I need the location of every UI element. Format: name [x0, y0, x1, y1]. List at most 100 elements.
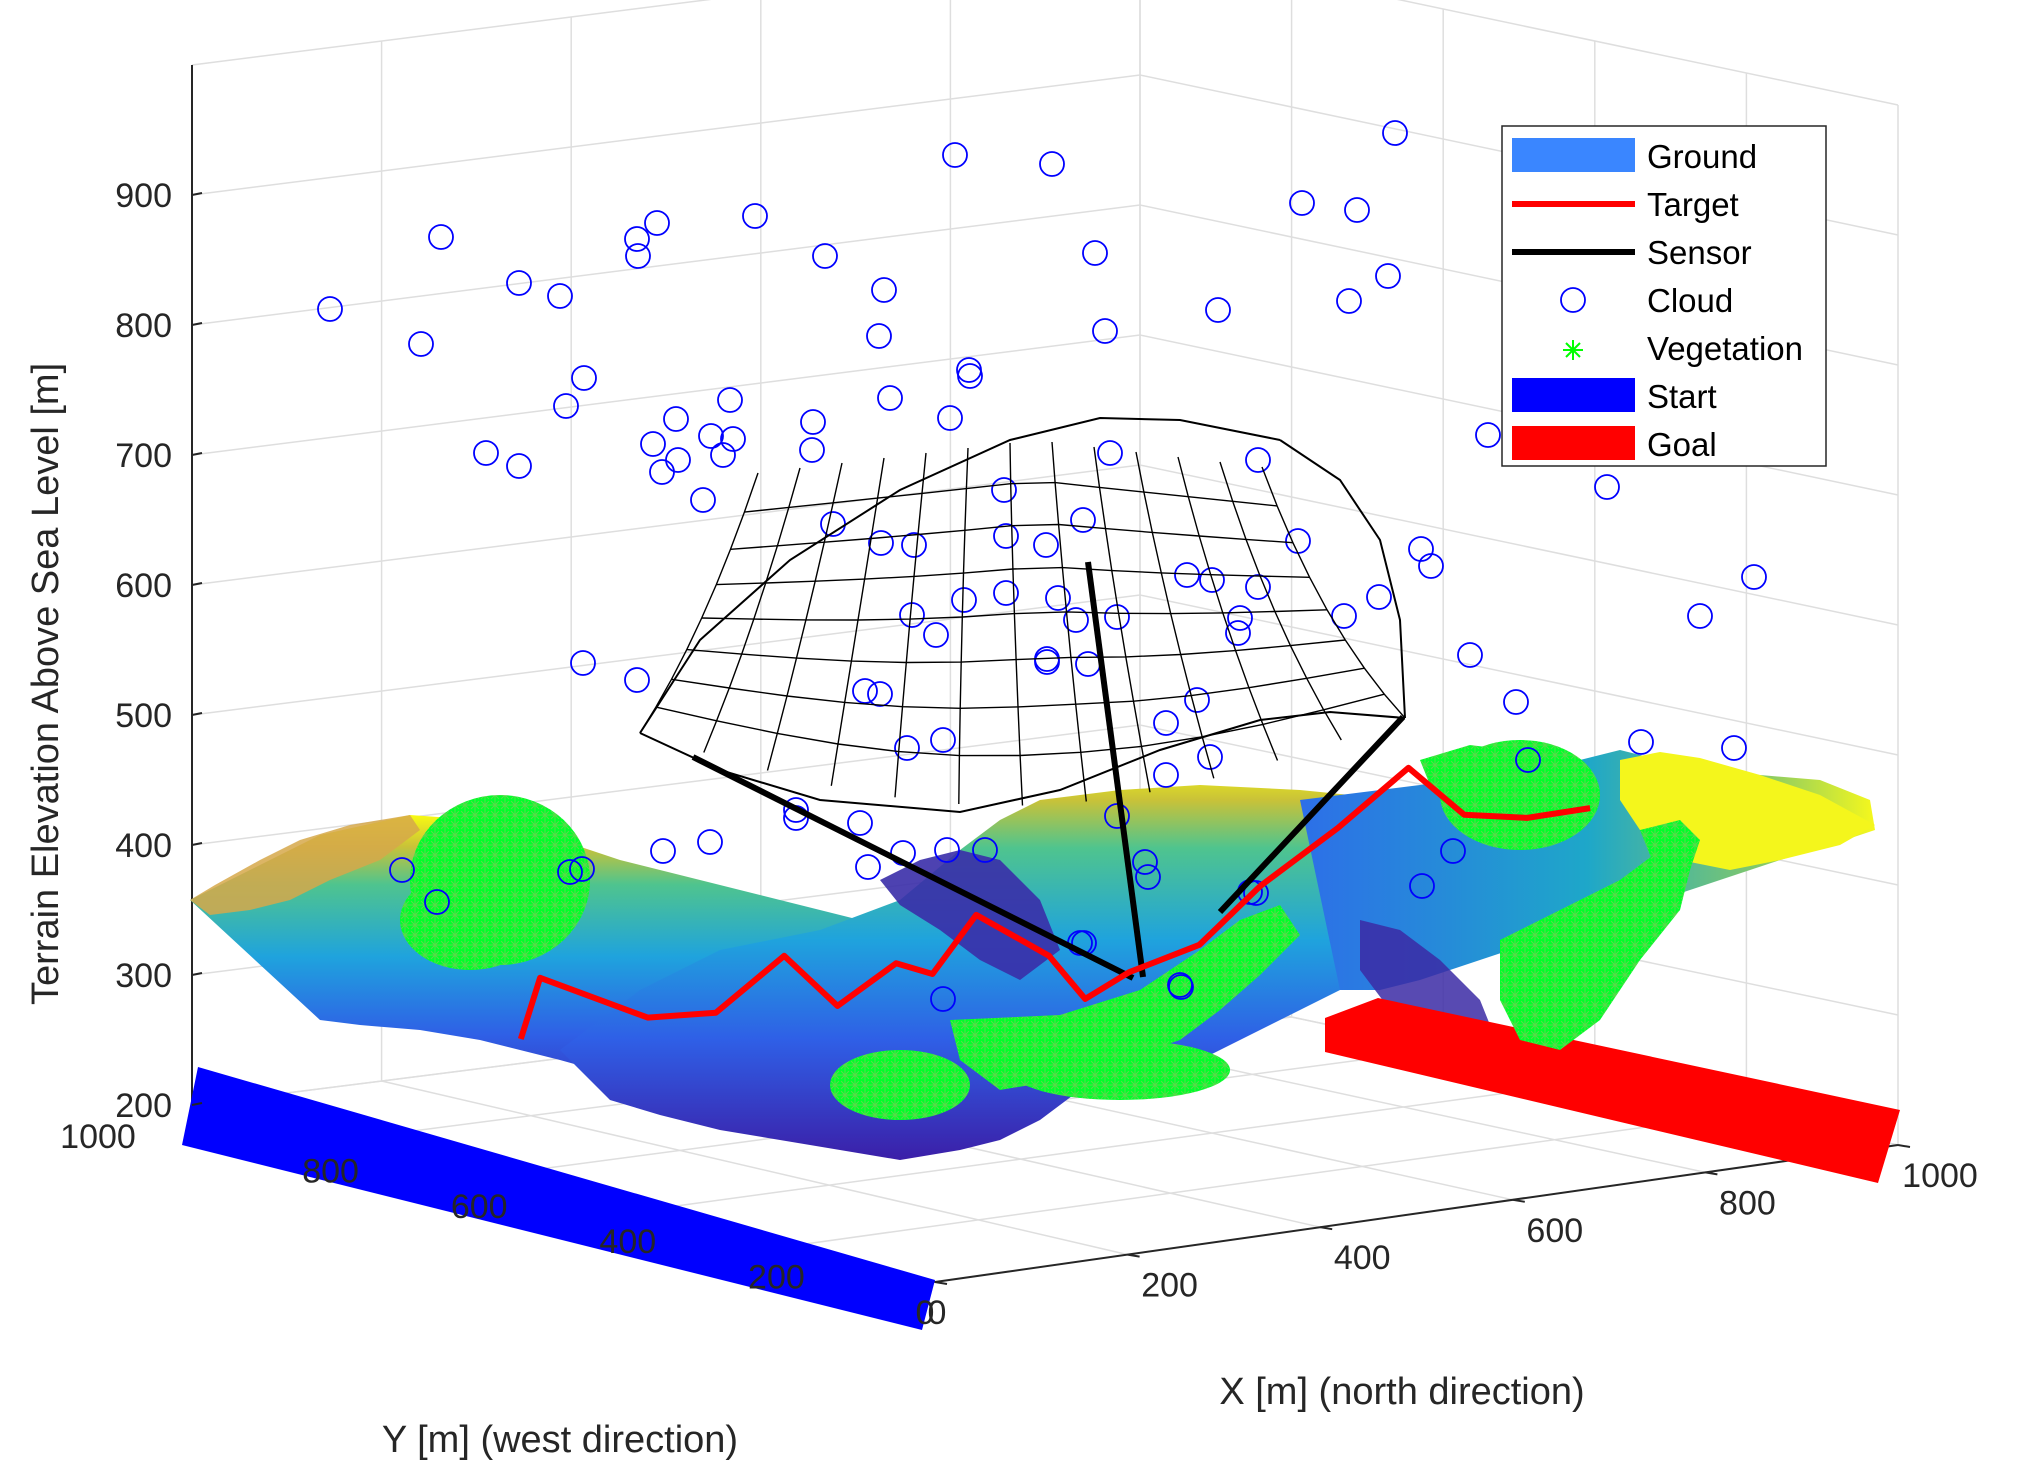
- x-tick-label: 800: [1719, 1184, 1776, 1222]
- legend-swatch: [1512, 378, 1635, 412]
- cloud-point: [389, 857, 415, 883]
- cloud-point: [1197, 744, 1223, 770]
- sensor-line: [1217, 714, 1406, 915]
- grid-line: [191, 464, 1899, 626]
- cloud-point: [1153, 762, 1179, 788]
- cloud-point: [812, 243, 838, 269]
- cloud-point: [649, 459, 675, 485]
- cloud-point: [930, 986, 956, 1012]
- y-tick-label: 0: [916, 1294, 935, 1332]
- cloud-point: [871, 277, 897, 303]
- cloud-point: [1092, 318, 1118, 344]
- cloud-point: [867, 681, 893, 707]
- x-axis-line: [934, 1144, 1899, 1283]
- cloud-point: [1382, 120, 1408, 146]
- sensor-line: [691, 754, 1135, 981]
- z-tick-mark: [191, 582, 203, 586]
- cloud-point: [720, 426, 746, 452]
- cloud-point: [742, 203, 768, 229]
- cloud-point: [553, 393, 579, 419]
- cloud-point: [1227, 605, 1253, 631]
- cloud-point: [852, 678, 878, 704]
- legend-label: Start: [1647, 378, 1717, 415]
- z-axis-label: Terrain Elevation Above Sea Level [m]: [25, 363, 67, 1005]
- dome-edge: [639, 416, 1281, 734]
- clouds: [317, 120, 1767, 1012]
- grid-line: [381, 1080, 1128, 1256]
- grid-line: [191, 594, 1899, 756]
- legend-item-ground: Ground: [1512, 138, 1757, 175]
- cloud-point: [640, 431, 666, 457]
- legend-label: Goal: [1647, 426, 1717, 463]
- x-axis-label: X [m] (north direction): [1219, 1371, 1584, 1413]
- legend-item-sensor: Sensor: [1512, 234, 1752, 271]
- cloud-point: [866, 323, 892, 349]
- z-tick-mark: [191, 1102, 203, 1106]
- dome-parallel: [671, 667, 1365, 710]
- vegetation-patch: [1440, 740, 1600, 850]
- cloud-point: [1033, 532, 1059, 558]
- cloud-point: [1457, 642, 1483, 668]
- cloud-point: [1075, 651, 1101, 677]
- terrain-left-highland: [190, 815, 420, 915]
- legend-label: Cloud: [1647, 282, 1733, 319]
- dome-parallel: [730, 523, 1293, 550]
- cloud-point: [1245, 447, 1271, 473]
- dome-edge: [1279, 439, 1406, 719]
- cloud-point: [991, 477, 1017, 503]
- z-tick-label: 900: [115, 177, 172, 215]
- legend-swatch: [1563, 340, 1583, 360]
- z-tick-label: 800: [115, 307, 172, 345]
- cloud-point: [506, 453, 532, 479]
- cloud-point: [570, 650, 596, 676]
- cloud-point: [571, 365, 597, 391]
- cloud-point: [956, 357, 982, 383]
- cloud-point: [1063, 607, 1089, 633]
- cloud-point: [1344, 197, 1370, 223]
- dome-meridian: [1051, 441, 1087, 802]
- z-tick-label: 300: [115, 957, 172, 995]
- y-tick-label: 800: [302, 1152, 359, 1190]
- z-tick-mark: [191, 712, 203, 716]
- cloud-point: [1070, 507, 1096, 533]
- dome-parallel: [686, 639, 1346, 664]
- cloud-point: [1594, 474, 1620, 500]
- cloud-point: [1174, 562, 1200, 588]
- dome-parallel: [701, 609, 1328, 621]
- z-tick-label: 400: [115, 827, 172, 865]
- cloud-point: [1285, 528, 1311, 554]
- vegetation-patch: [830, 1050, 970, 1120]
- sensor: [691, 561, 1406, 981]
- dome-edge: [639, 710, 1406, 814]
- cloud-point: [625, 243, 651, 269]
- cloud-point: [1418, 553, 1444, 579]
- cloud-point: [901, 532, 927, 558]
- vegetation-patch: [400, 870, 540, 970]
- cloud-point: [1475, 422, 1501, 448]
- cloud-point: [1515, 747, 1541, 773]
- cloud-point: [1628, 729, 1654, 755]
- cloud-point: [877, 385, 903, 411]
- terrain-dark-gully: [880, 850, 1060, 980]
- y-tick-label: 400: [599, 1223, 656, 1261]
- cloud-point: [1135, 864, 1161, 890]
- legend-label: Ground: [1647, 138, 1757, 175]
- y-tick-label: 200: [748, 1259, 805, 1297]
- cloud-point: [697, 829, 723, 855]
- z-tick-mark: [191, 842, 203, 846]
- cloud-point: [1082, 240, 1108, 266]
- cloud-point: [1289, 190, 1315, 216]
- x-tick-label: 600: [1526, 1212, 1583, 1250]
- legend-swatch: [1512, 138, 1635, 172]
- cloud-point: [1375, 263, 1401, 289]
- cloud-point: [1503, 689, 1529, 715]
- vegetation-patch: [1640, 820, 1700, 880]
- cloud-point: [1199, 567, 1225, 593]
- legend-item-goal: Goal: [1512, 426, 1717, 463]
- target-path: [517, 764, 1591, 1040]
- vegetation-patch: [950, 905, 1300, 1090]
- legend-item-start: Start: [1512, 378, 1717, 415]
- cloud-point: [644, 210, 670, 236]
- dome-meridian: [958, 447, 969, 805]
